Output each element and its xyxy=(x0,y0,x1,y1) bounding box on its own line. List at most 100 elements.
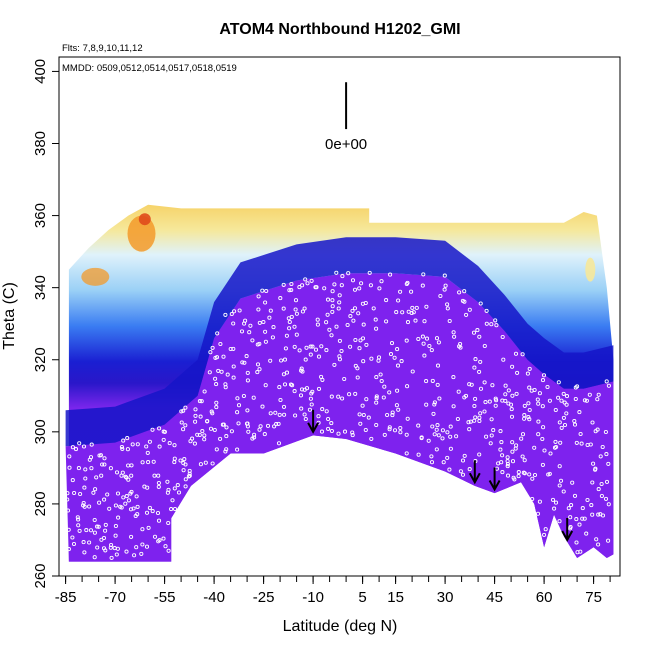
observation-marker xyxy=(369,356,374,361)
observation-marker xyxy=(488,441,493,446)
observation-marker xyxy=(152,473,157,478)
observation-marker xyxy=(452,334,457,339)
observation-marker xyxy=(558,478,564,483)
observation-marker xyxy=(92,517,97,523)
observation-marker xyxy=(293,298,299,303)
observation-marker xyxy=(95,524,100,529)
observation-marker xyxy=(97,453,102,458)
observation-marker xyxy=(438,293,443,299)
observation-marker xyxy=(292,389,297,394)
observation-marker xyxy=(510,364,515,369)
observation-marker xyxy=(387,390,392,395)
observation-marker xyxy=(279,358,284,363)
observation-marker xyxy=(220,422,225,427)
observation-marker xyxy=(572,418,577,424)
observation-marker xyxy=(140,460,145,465)
observation-marker xyxy=(270,335,275,340)
observation-marker xyxy=(109,542,114,548)
observation-marker xyxy=(223,312,228,317)
observation-marker xyxy=(282,382,288,387)
observation-marker xyxy=(77,528,82,533)
observation-marker xyxy=(325,297,331,302)
observation-marker xyxy=(431,411,436,416)
observation-marker xyxy=(70,478,75,483)
observation-marker xyxy=(399,359,404,364)
observation-marker xyxy=(337,293,342,298)
observation-marker xyxy=(202,389,207,394)
observation-marker xyxy=(482,409,487,414)
observation-marker xyxy=(437,396,442,401)
observation-marker xyxy=(525,371,530,376)
observation-marker xyxy=(498,447,503,452)
observation-marker xyxy=(348,344,353,349)
observation-marker xyxy=(477,452,482,457)
observation-marker xyxy=(235,396,240,401)
observation-marker xyxy=(325,312,330,317)
y-axis-label: Theta (C) xyxy=(1,282,18,350)
observation-marker xyxy=(500,470,505,475)
observation-marker xyxy=(420,334,425,339)
observation-marker xyxy=(268,308,273,313)
observation-marker xyxy=(281,372,286,377)
observation-marker xyxy=(498,429,503,434)
observation-marker xyxy=(245,421,250,426)
observation-marker xyxy=(242,360,247,365)
observation-marker xyxy=(552,506,557,511)
observation-marker xyxy=(263,329,268,334)
observation-marker xyxy=(395,363,401,368)
observation-marker xyxy=(542,448,547,453)
observation-marker xyxy=(214,447,219,452)
observation-marker xyxy=(276,441,282,446)
observation-marker xyxy=(67,454,72,459)
observation-marker xyxy=(76,517,81,522)
observation-marker xyxy=(363,427,368,433)
observation-marker xyxy=(330,304,335,309)
observation-marker xyxy=(229,311,234,317)
observation-marker xyxy=(278,296,283,301)
observation-marker xyxy=(473,357,478,362)
observation-marker xyxy=(441,460,446,465)
observation-marker xyxy=(364,342,369,347)
observation-marker xyxy=(81,444,87,449)
observation-marker xyxy=(182,457,187,462)
observation-marker xyxy=(103,528,108,533)
observation-markers xyxy=(65,270,611,560)
observation-marker xyxy=(442,287,447,292)
observation-marker xyxy=(332,362,337,367)
observation-marker xyxy=(432,400,437,405)
observation-marker xyxy=(388,272,393,277)
observation-marker xyxy=(405,416,410,421)
observation-marker xyxy=(395,388,400,393)
observation-marker xyxy=(374,326,379,331)
observation-marker xyxy=(239,329,245,334)
observation-marker xyxy=(460,472,466,477)
x-tick-label: -55 xyxy=(154,589,176,606)
observation-marker xyxy=(203,460,208,465)
observation-marker xyxy=(491,428,496,433)
observation-marker xyxy=(451,404,456,409)
observation-marker xyxy=(398,425,403,431)
observation-marker xyxy=(240,360,245,365)
observation-marker xyxy=(302,387,307,392)
observation-marker xyxy=(302,412,307,417)
observation-marker xyxy=(197,432,202,438)
observation-marker xyxy=(199,399,204,404)
observation-marker xyxy=(219,369,224,374)
observation-marker xyxy=(235,410,240,415)
x-tick-label: -10 xyxy=(302,589,324,606)
observation-marker xyxy=(256,307,261,312)
observation-marker xyxy=(536,401,541,406)
observation-marker xyxy=(573,396,578,402)
observation-marker xyxy=(215,331,220,336)
observation-marker xyxy=(126,498,131,503)
observation-marker xyxy=(261,319,266,325)
observation-marker xyxy=(300,283,305,288)
observation-marker xyxy=(541,425,546,430)
observation-marker xyxy=(342,429,348,434)
observation-marker xyxy=(598,512,603,517)
observation-marker xyxy=(606,502,611,507)
observation-marker xyxy=(522,413,527,418)
observation-marker xyxy=(181,461,186,466)
observation-marker xyxy=(424,379,429,384)
observation-marker xyxy=(179,420,184,425)
